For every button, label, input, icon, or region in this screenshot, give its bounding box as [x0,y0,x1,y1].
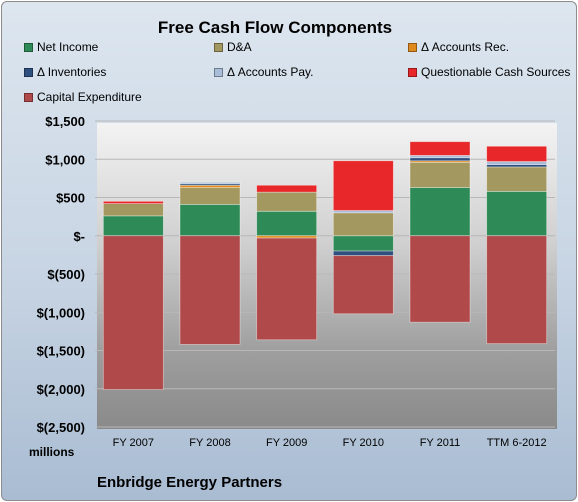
bar-segment [256,184,318,193]
bar-segment [486,161,548,166]
legend-swatch [24,68,33,77]
legend-label: Δ Inventories [37,65,107,79]
bar-segment [332,255,394,315]
legend-label: Capital Expenditure [37,90,142,104]
bar-segment [102,203,164,217]
bar-segment [409,141,471,156]
legend-item: Δ Inventories [24,65,106,79]
x-tick-label: FY 2008 [189,437,230,449]
y-tick-label: $(500) [47,267,85,282]
y-tick-label: $- [73,229,85,244]
y-tick-label: $500 [56,191,85,206]
bar-segment [179,203,241,237]
legend-item: Δ Accounts Rec. [408,40,509,54]
bar-segment [332,160,394,211]
y-tick-label: $(2,000) [37,382,85,397]
legend-label: D&A [227,40,252,54]
legend-label: Net Income [37,40,99,54]
y-tick-label: $1,500 [45,114,85,129]
plot-area [97,123,557,429]
chart-title: Free Cash Flow Components [157,18,393,37]
legend-label: Questionable Cash Sources [421,65,571,79]
legend-swatch [408,43,417,52]
bar-segment [486,190,548,237]
y-tick-label: $(1,000) [37,305,85,320]
bar-segment [409,187,471,237]
bar-segment [409,235,471,323]
y-tick-label: $(1,500) [37,344,85,359]
legend-item: Questionable Cash Sources [408,65,570,79]
bar-segment [256,237,318,341]
legend-item: D&A [214,40,252,54]
legend-item: Δ Accounts Pay. [214,65,314,79]
legend-swatch [408,68,417,77]
y-tick-label: $1,000 [45,152,85,167]
company-name: Enbridge Energy Partners [97,474,283,491]
legend-swatch [24,93,33,102]
bar-segment [179,181,241,185]
bar-segment [102,200,164,205]
x-tick-label: FY 2011 [420,437,461,449]
bar-segment [332,235,394,252]
bar-segment [486,235,548,345]
legend-swatch [214,68,223,77]
legend-swatch [24,43,33,52]
bar-segment [486,145,548,162]
bar-segment [102,235,164,390]
legend-label: Δ Accounts Pay. [227,65,314,79]
bar-segment [409,157,471,162]
x-tick-label: FY 2007 [113,437,154,449]
bar-segment [179,187,241,205]
legend-item: Net Income [24,40,98,54]
legend-swatch [214,43,223,52]
bar-segment [332,212,394,237]
chart-legend: Net Income D&A Δ Accounts Rec. Δ Inventorie… [2,2,576,112]
x-tick-label: FY 2010 [343,437,384,449]
bar-segment [256,191,318,212]
x-tick-label: FY 2009 [266,437,307,449]
bar-segment [486,166,548,192]
legend-item: Capital Expenditure [24,90,142,104]
y-tick-label: $(2,500) [37,420,85,435]
bar-segment [332,250,394,257]
bar-segment [102,215,164,237]
bar-segment [409,161,471,188]
bar-segment [256,210,318,237]
units-label: millions [29,445,75,459]
x-tick-label: TTM 6-2012 [487,437,547,449]
bar-segment [179,235,241,345]
legend-label: Δ Accounts Rec. [421,40,510,54]
